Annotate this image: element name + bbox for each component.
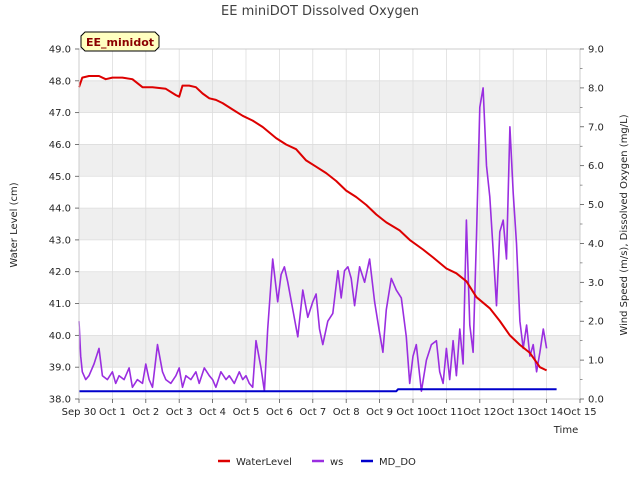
grid-bands [79,80,580,368]
x-tick-label: Oct 5 [233,407,260,418]
y-right-tick-label: 4.0 [588,239,604,250]
y-left-tick-label: 38.0 [49,395,71,406]
y-right-tick-label: 9.0 [588,45,604,56]
legend-label: ws [330,457,343,468]
y-left-tick-label: 39.0 [49,363,71,374]
series-layer [78,75,557,393]
y-axis-right-title: Wind Speed (m/s), Dissolved Oxygen (mg/L… [619,114,630,335]
y-left-tick-label: 46.0 [49,140,71,151]
site-badge-label: EE_minidot [86,36,154,49]
site-badge-box [80,31,160,52]
grid-lines [78,48,581,400]
x-tick-label: Oct 1 [99,407,126,418]
y-right-tick-label: 3.0 [588,278,604,289]
x-axis: Sep 30 Oct 1 Oct 2 Oct 3 Oct 4 Oct 5 Oct 6 Oct … [62,399,597,418]
y-right-tick-label: 7.0 [588,122,604,133]
y-right-tick-label: 0.0 [588,395,604,406]
legend: WaterLevel ws MD_DO [218,457,416,468]
x-tick-label: Oct 11 [430,407,463,418]
x-tick-label: Oct 6 [266,407,293,418]
grid-band [79,335,580,368]
series-line-waterlevel [78,75,548,372]
y-left-tick-label: 48.0 [49,76,71,87]
x-tick-label: Oct 7 [299,407,326,418]
x-tick-label: Sep 30 [62,407,97,418]
x-tick-label: Oct 10 [396,407,429,418]
y-right-tick-label: 5.0 [588,200,604,211]
y-right-tick-label: 8.0 [588,83,604,94]
x-tick-label: Oct 3 [166,407,193,418]
site-badge: EE_minidot [80,31,160,52]
y-left-tick-label: 47.0 [49,108,71,119]
grid-band [79,208,580,240]
grid-band [79,80,580,113]
y-left-tick-label: 41.0 [49,299,71,310]
y-right-tick-label: 6.0 [588,161,604,172]
x-tick-label: Oct 13 [497,407,530,418]
y-left-tick-label: 43.0 [49,235,71,246]
series-line-md-do [79,388,557,393]
y-right-tick-label: 1.0 [588,356,604,367]
y-axis-left: 38.0 39.0 40.0 41.0 42.0 43.0 44.0 45.0 46.0 47.0… [49,45,79,406]
grid-band [79,271,580,304]
y-left-tick-label: 45.0 [49,172,71,183]
y-left-tick-label: 40.0 [49,331,71,342]
legend-label: MD_DO [379,457,416,468]
x-tick-label: Oct 4 [199,407,226,418]
chart-title: EE miniDOT Dissolved Oxygen [221,4,419,19]
legend-label: WaterLevel [236,457,292,468]
grid-band [79,144,580,177]
x-tick-label: Oct 8 [333,407,360,418]
y-left-tick-label: 44.0 [49,204,71,215]
y-axis-right: 0.0 1.0 2.0 3.0 4.0 5.0 6.0 7.0 8.0 9.0 [580,45,604,406]
x-tick-label: Oct 14 [530,407,563,418]
x-tick-label: Oct 15 [563,407,596,418]
x-tick-label: Oct 9 [366,407,393,418]
x-axis-title: Time [553,425,578,436]
y-left-tick-label: 42.0 [49,267,71,278]
y-left-tick-label: 49.0 [49,45,71,56]
y-right-tick-label: 2.0 [588,317,604,328]
series-line-ws [78,87,548,393]
x-tick-label: Oct 2 [132,407,159,418]
y-axis-left-title: Water Level (cm) [9,182,20,267]
x-tick-label: Oct 12 [463,407,496,418]
